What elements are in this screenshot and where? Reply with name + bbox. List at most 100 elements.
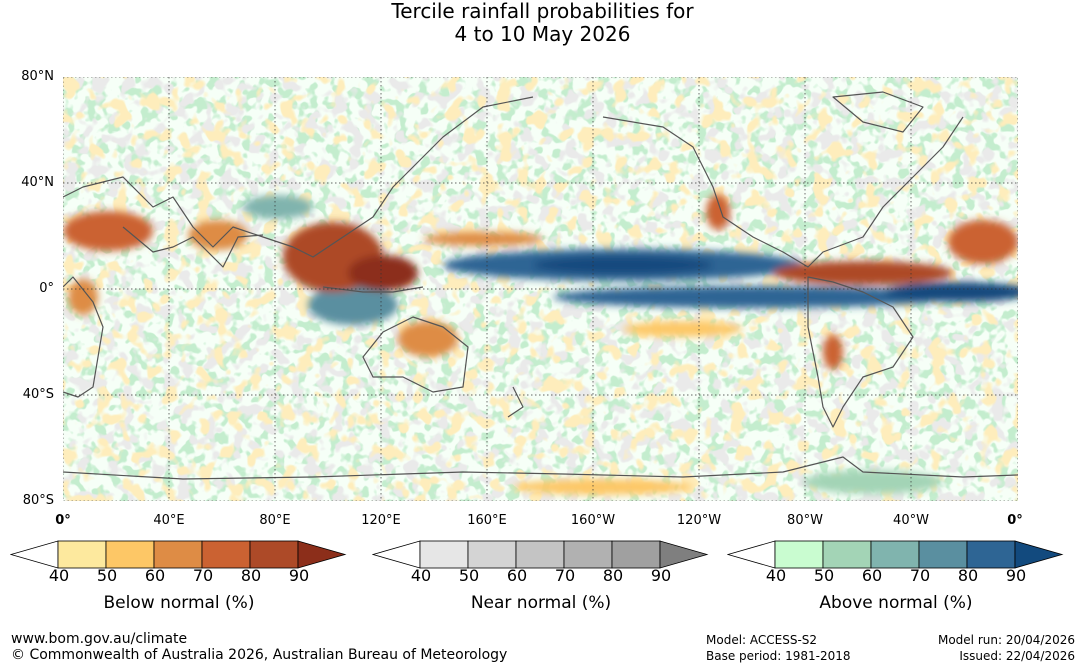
cb-above-tick-50: 50 bbox=[813, 566, 835, 585]
lon-label-120w: 120°W bbox=[676, 513, 722, 528]
patch-below-pacific-north bbox=[423, 232, 543, 246]
cb-near-swatch-low bbox=[372, 540, 421, 569]
cb-above-tick-40: 40 bbox=[765, 566, 787, 585]
cb-near-tick-50: 50 bbox=[458, 566, 480, 585]
lat-label-80s: 80°S bbox=[22, 493, 54, 508]
cb-above-swatch-1 bbox=[774, 540, 824, 569]
patch-below-arabia bbox=[63, 211, 153, 251]
coast-greenland bbox=[832, 91, 924, 133]
colorbar-label-above: Above normal (%) bbox=[819, 593, 973, 613]
cb-near-tick-40: 40 bbox=[410, 566, 432, 585]
lon-label-40w: 40°W bbox=[893, 513, 929, 528]
patch-below-africa bbox=[68, 279, 98, 315]
coast-indonesia bbox=[322, 286, 424, 293]
cb-near-swatch-1 bbox=[419, 540, 469, 569]
cb-below-tick-50: 50 bbox=[96, 566, 118, 585]
map-title: Tercile rainfall probabilities for 4 to … bbox=[0, 0, 1085, 46]
cb-near-swatch-high bbox=[659, 540, 709, 569]
lon-label-0-east: 0° bbox=[1007, 513, 1023, 528]
patch-above-indian bbox=[308, 285, 398, 325]
lon-label-160e: 160°E bbox=[467, 513, 507, 528]
cb-below-swatch-1 bbox=[57, 540, 107, 569]
colorbar-above-swatches bbox=[727, 540, 1064, 569]
patch-below-gulf bbox=[706, 194, 730, 230]
lat-label-80n: 80°N bbox=[21, 69, 54, 84]
coastlines bbox=[63, 91, 1018, 480]
cb-above-tick-80: 80 bbox=[957, 566, 979, 585]
footer-issued: Issued: 22/04/2026 bbox=[959, 649, 1075, 663]
lon-label-160w: 160°W bbox=[570, 513, 616, 528]
colorbar-near-swatches bbox=[372, 540, 709, 569]
cb-below-swatch-5 bbox=[249, 540, 299, 569]
coast-arabia-india bbox=[122, 226, 264, 268]
cb-below-swatch-low bbox=[10, 540, 59, 569]
coast-north-america bbox=[602, 116, 964, 268]
cb-near-tick-70: 70 bbox=[554, 566, 576, 585]
cb-near-tick-60: 60 bbox=[506, 566, 528, 585]
colorbar-below-swatches bbox=[10, 540, 347, 569]
patch-above-pacific-south bbox=[553, 286, 953, 308]
probability-patches bbox=[63, 194, 1018, 495]
footer-website: www.bom.gov.au/climate bbox=[11, 631, 188, 647]
cb-above-swatch-5 bbox=[966, 540, 1016, 569]
colorbar-near-normal bbox=[372, 540, 709, 569]
patch-below-maritime bbox=[348, 255, 418, 291]
patch-below-brazil bbox=[823, 334, 843, 370]
cb-near-swatch-3 bbox=[515, 540, 565, 569]
cb-below-swatch-2 bbox=[105, 540, 155, 569]
patch-above-pacific-north-core bbox=[533, 256, 713, 274]
coast-australia bbox=[362, 316, 469, 393]
lon-label-80e: 80°E bbox=[259, 513, 291, 528]
title-line-1: Tercile rainfall probabilities for bbox=[391, 0, 694, 23]
cb-near-tick-90: 90 bbox=[650, 566, 672, 585]
colorbar-label-near: Near normal (%) bbox=[470, 593, 612, 613]
cb-above-tick-60: 60 bbox=[861, 566, 883, 585]
patch-below-australia bbox=[398, 321, 458, 357]
footer-model: Model: ACCESS-S2 bbox=[706, 633, 818, 647]
footer-copyright: © Commonwealth of Australia 2026, Austra… bbox=[11, 647, 508, 663]
cb-below-tick-90: 90 bbox=[288, 566, 310, 585]
colorbar-label-below: Below normal (%) bbox=[103, 593, 255, 613]
footer-base-period: Base period: 1981-2018 bbox=[706, 649, 851, 663]
cb-above-swatch-high bbox=[1014, 540, 1064, 569]
cb-above-swatch-low bbox=[727, 540, 776, 569]
coast-south-america bbox=[807, 276, 914, 428]
lat-label-40n: 40°N bbox=[21, 175, 54, 190]
lat-label-0: 0° bbox=[39, 281, 54, 296]
patch-above-southern bbox=[803, 470, 943, 494]
cb-above-tick-70: 70 bbox=[909, 566, 931, 585]
rainfall-probability-map bbox=[63, 77, 1018, 501]
colorbar-below-normal bbox=[10, 540, 347, 569]
cb-above-swatch-4 bbox=[918, 540, 968, 569]
lon-label-0-west: 0° bbox=[55, 513, 71, 528]
patch-below-india bbox=[188, 220, 248, 250]
lon-label-40e: 40°E bbox=[153, 513, 185, 528]
cb-above-swatch-3 bbox=[870, 540, 920, 569]
cb-below-tick-70: 70 bbox=[192, 566, 214, 585]
cb-near-swatch-4 bbox=[563, 540, 613, 569]
patch-below-southern bbox=[513, 479, 693, 495]
cb-near-tick-80: 80 bbox=[602, 566, 624, 585]
patch-below-central-america bbox=[773, 261, 953, 285]
patch-below-south-pacific bbox=[623, 321, 743, 337]
cb-below-tick-80: 80 bbox=[240, 566, 262, 585]
colorbar-above-normal bbox=[727, 540, 1064, 569]
footer-model-run: Model run: 20/04/2026 bbox=[937, 633, 1075, 647]
cb-above-tick-90: 90 bbox=[1005, 566, 1027, 585]
lon-label-120e: 120°E bbox=[361, 513, 401, 528]
cb-below-tick-60: 60 bbox=[144, 566, 166, 585]
coast-antarctica bbox=[63, 456, 1018, 480]
cb-below-swatch-4 bbox=[201, 540, 251, 569]
gridlines bbox=[63, 77, 1018, 501]
lon-label-80w: 80°W bbox=[787, 513, 823, 528]
coast-eurasia bbox=[63, 96, 534, 258]
cb-near-swatch-5 bbox=[611, 540, 661, 569]
patch-above-asia bbox=[243, 195, 313, 219]
cb-above-swatch-2 bbox=[822, 540, 872, 569]
cb-near-swatch-2 bbox=[467, 540, 517, 569]
patch-below-caribbean bbox=[948, 220, 1018, 264]
cb-below-tick-40: 40 bbox=[48, 566, 70, 585]
title-line-2: 4 to 10 May 2026 bbox=[454, 22, 631, 46]
lat-label-40s: 40°S bbox=[22, 387, 54, 402]
cb-below-swatch-high bbox=[297, 540, 347, 569]
